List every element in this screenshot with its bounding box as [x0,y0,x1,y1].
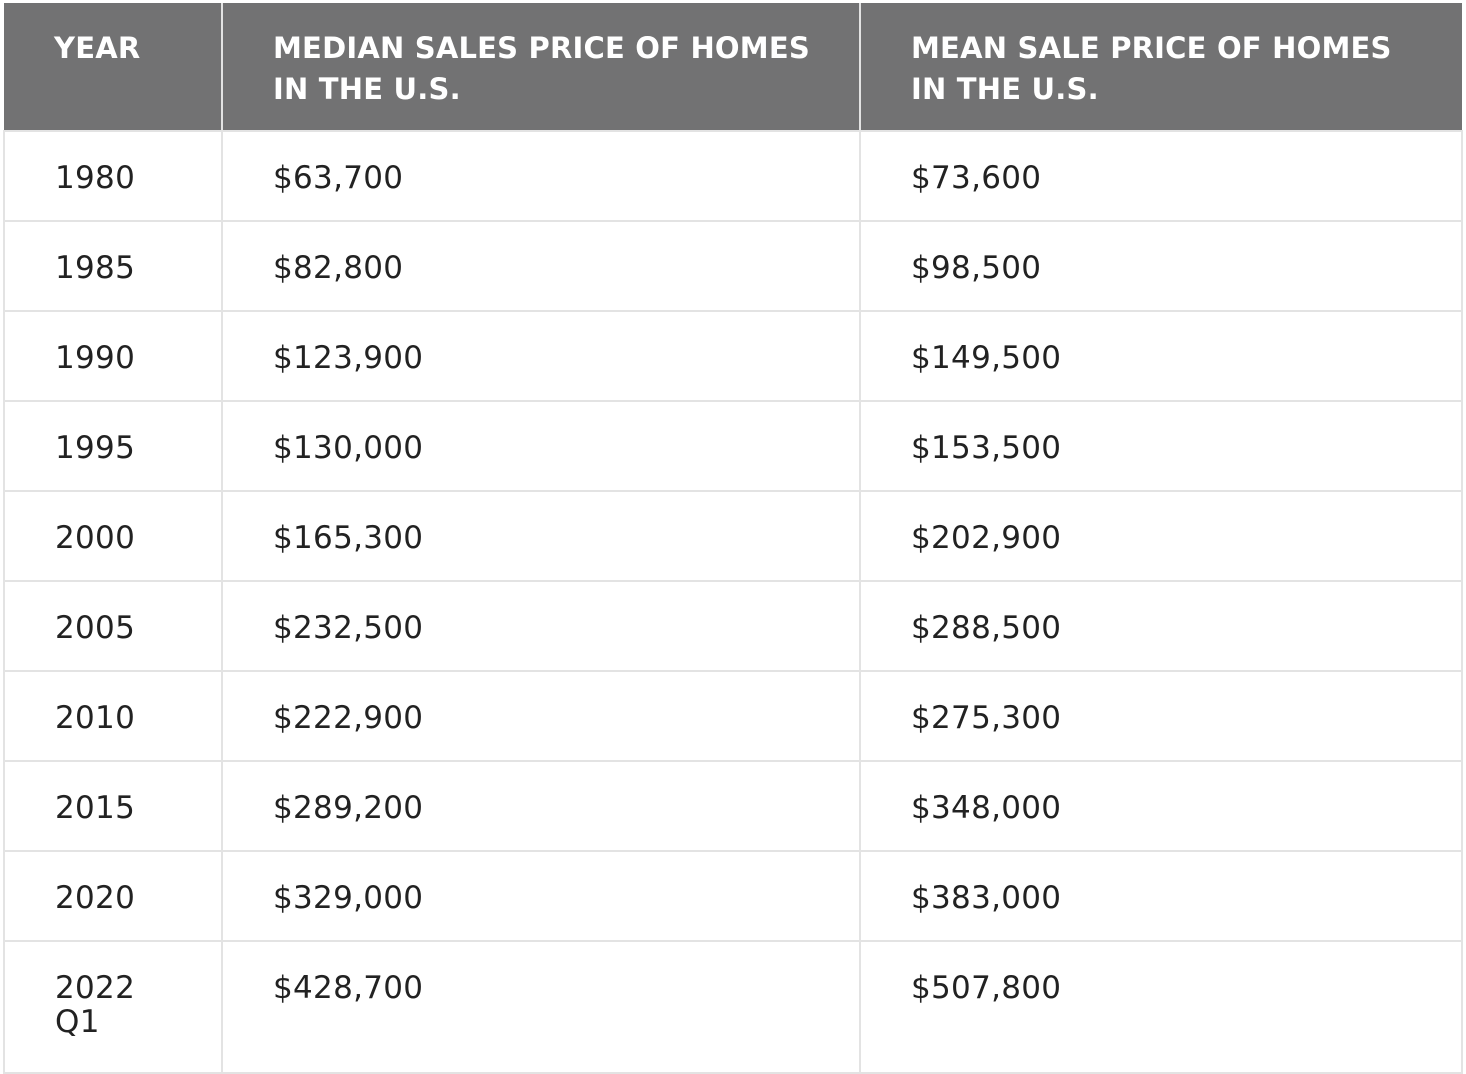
header-mean-line-2: IN THE U.S. [911,72,1099,106]
cell-median-price: $222,900 [221,670,861,762]
cell-year: 1990 [3,310,223,402]
cell-median-price: $130,000 [221,400,861,492]
home-prices-table-container: YEAR MEDIAN SALES PRICE OF HOMES IN THE … [3,3,1463,1074]
cell-mean-price: $507,800 [859,940,1463,1074]
cell-year: 2005 [3,580,223,672]
cell-year: 2020 [3,850,223,942]
header-year: YEAR [4,3,222,131]
cell-year: 1995 [3,400,223,492]
cell-mean-price: $202,900 [859,490,1463,582]
table-row: 1990 $123,900 $149,500 [3,310,1463,402]
cell-year: 1985 [3,220,223,312]
home-prices-table: YEAR MEDIAN SALES PRICE OF HOMES IN THE … [3,3,1463,1074]
table-row: 2015 $289,200 $348,000 [3,760,1463,852]
cell-median-price: $232,500 [221,580,861,672]
cell-mean-price: $153,500 [859,400,1463,492]
cell-year-line: 2022 [55,970,136,1006]
cell-year-line: 1985 [55,250,136,286]
cell-year-line: 2010 [55,700,136,736]
header-row: YEAR MEDIAN SALES PRICE OF HOMES IN THE … [4,3,1462,131]
cell-median-price: $63,700 [221,130,861,222]
header-year-line: YEAR [54,31,141,65]
cell-median-price: $82,800 [221,220,861,312]
cell-mean-price: $348,000 [859,760,1463,852]
cell-mean-price: $73,600 [859,130,1463,222]
table-row: 1985 $82,800 $98,500 [3,220,1463,312]
header-mean-line-1: MEAN SALE PRICE OF HOMES [911,31,1392,65]
table-header: YEAR MEDIAN SALES PRICE OF HOMES IN THE … [4,3,1462,131]
cell-year-line: 1980 [55,160,136,196]
cell-year: 1980 [3,130,223,222]
cell-year-line: 1995 [55,430,136,466]
table-row: 2020 $329,000 $383,000 [3,850,1463,942]
cell-median-price: $428,700 [221,940,861,1074]
cell-median-price: $165,300 [221,490,861,582]
cell-mean-price: $383,000 [859,850,1463,942]
cell-year-line: 2020 [55,880,136,916]
table-row: 2000 $165,300 $202,900 [3,490,1463,582]
cell-year-line: Q1 [55,1004,100,1040]
cell-mean-price: $149,500 [859,310,1463,402]
table-row: 1980 $63,700 $73,600 [3,130,1463,222]
header-median-price: MEDIAN SALES PRICE OF HOMES IN THE U.S. [221,3,860,131]
cell-year: 2000 [3,490,223,582]
table-row: 2022 Q1 $428,700 $507,800 [3,940,1463,1074]
cell-mean-price: $288,500 [859,580,1463,672]
cell-year-line: 2005 [55,610,136,646]
cell-year: 2022 Q1 [3,940,223,1074]
table-row: 2005 $232,500 $288,500 [3,580,1463,672]
cell-median-price: $123,900 [221,310,861,402]
table-row: 2010 $222,900 $275,300 [3,670,1463,762]
header-median-line-1: MEDIAN SALES PRICE OF HOMES [273,31,810,65]
header-median-line-2: IN THE U.S. [273,72,461,106]
cell-year-line: 2015 [55,790,136,826]
cell-year: 2010 [3,670,223,762]
table-body: 1980 $63,700 $73,600 1985 $82,800 $98,500 1990… [3,130,1463,1074]
cell-year-line: 1990 [55,340,136,376]
cell-year: 2015 [3,760,223,852]
cell-mean-price: $275,300 [859,670,1463,762]
cell-median-price: $329,000 [221,850,861,942]
cell-year-line: 2000 [55,520,136,556]
header-mean-price: MEAN SALE PRICE OF HOMES IN THE U.S. [859,3,1462,131]
cell-mean-price: $98,500 [859,220,1463,312]
cell-median-price: $289,200 [221,760,861,852]
table-row: 1995 $130,000 $153,500 [3,400,1463,492]
